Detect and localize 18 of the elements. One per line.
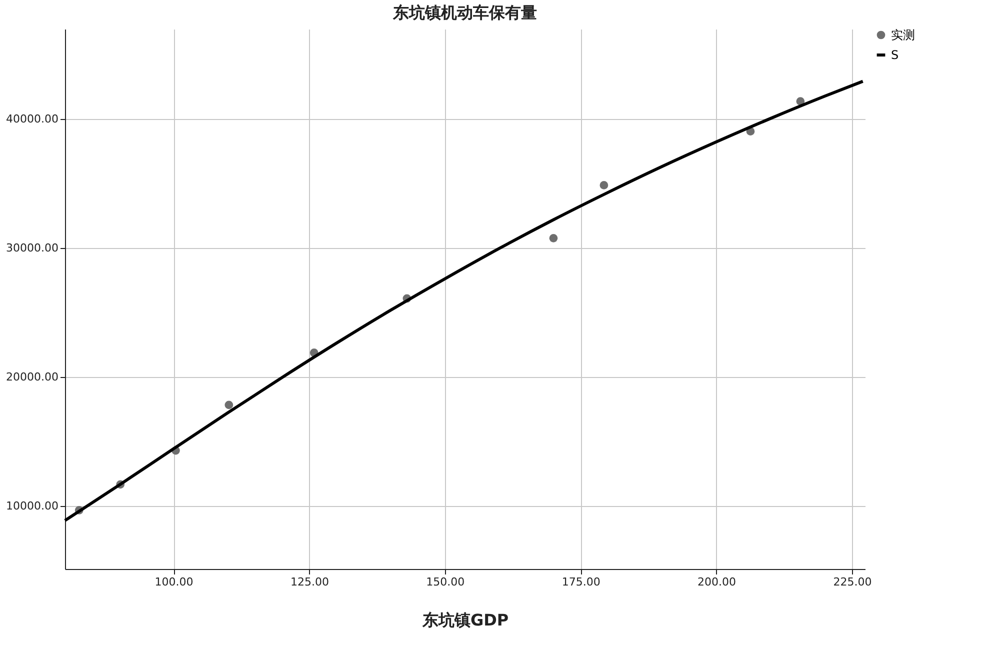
y-tick-label: 20000.00: [6, 370, 58, 384]
y-tick-label: 40000.00: [6, 112, 58, 126]
x-tick-label: 150.00: [426, 576, 465, 588]
point: [600, 181, 608, 190]
x-tick-label: 100.00: [154, 576, 194, 588]
chart-title: 东坑镇机动车保有量: [392, 3, 537, 22]
line-series: [64, 80, 864, 522]
point: [224, 400, 234, 410]
legend-label: S: [891, 48, 899, 62]
legend-label: 实测: [891, 28, 915, 42]
y-tick-label: 10000.00: [6, 499, 58, 512]
x-tick-label: 225.00: [833, 576, 872, 588]
x-tick-label: 175.00: [562, 576, 600, 588]
point: [549, 234, 558, 242]
x-axis-title: 东坑镇GDP: [421, 610, 509, 630]
y-tick-label: 30000.00: [6, 242, 58, 255]
x-tick-label: 125.00: [290, 576, 329, 588]
x-tick-label: 200.00: [698, 576, 736, 588]
